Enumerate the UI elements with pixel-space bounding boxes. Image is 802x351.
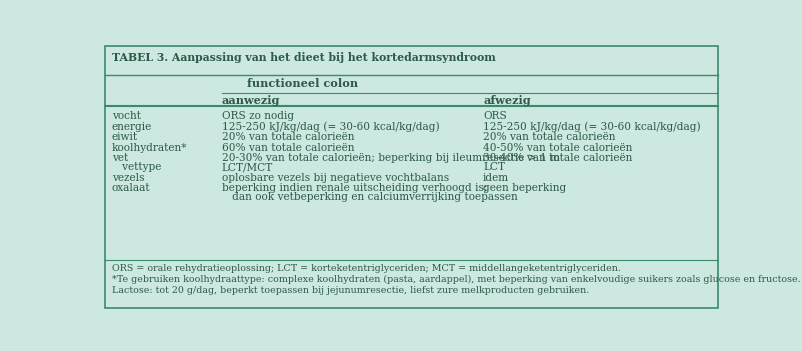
Text: vezels: vezels [111,173,144,183]
Text: Lactose: tot 20 g/dag, beperkt toepassen bij jejunumresectie, liefst zure melkpr: Lactose: tot 20 g/dag, beperkt toepassen… [111,286,588,295]
Text: 60% van totale calorieën: 60% van totale calorieën [221,143,354,153]
Text: energie: energie [111,121,152,132]
Text: vet: vet [111,153,128,163]
Text: ORS zo nodig: ORS zo nodig [221,111,294,121]
Text: *Te gebruiken koolhydraattype: complexe koolhydraten (pasta, aardappel), met bep: *Te gebruiken koolhydraattype: complexe … [111,275,800,284]
Text: oplosbare vezels bij negatieve vochtbalans: oplosbare vezels bij negatieve vochtbala… [221,173,448,183]
Text: ORS: ORS [483,111,506,121]
Text: dan ook vetbeperking en calciumverrijking toepassen: dan ook vetbeperking en calciumverrijkin… [221,192,516,202]
FancyBboxPatch shape [105,46,717,308]
Text: vocht: vocht [111,111,140,121]
Text: LCT/MCT: LCT/MCT [221,162,273,172]
Text: beperking indien renale uitscheiding verhoogd is;: beperking indien renale uitscheiding ver… [221,183,487,193]
Text: ORS = orale rehydratieoplossing; LCT = korteketentriglyceriden; MCT = middellang: ORS = orale rehydratieoplossing; LCT = k… [111,264,620,273]
Text: 20% van totale calorieën: 20% van totale calorieën [483,132,615,142]
Text: 125-250 kJ/kg/dag (= 30-60 kcal/kg/dag): 125-250 kJ/kg/dag (= 30-60 kcal/kg/dag) [483,121,700,132]
Text: aanwezig: aanwezig [221,95,280,106]
Text: oxalaat: oxalaat [111,183,150,193]
Text: TABEL 3. Aanpassing van het dieet bij het kortedarmsyndroom: TABEL 3. Aanpassing van het dieet bij he… [111,52,495,62]
Text: 20% van totale calorieën: 20% van totale calorieën [221,132,354,142]
Text: 125-250 kJ/kg/dag (= 30-60 kcal/kg/dag): 125-250 kJ/kg/dag (= 30-60 kcal/kg/dag) [221,121,439,132]
Text: vettype: vettype [111,162,160,172]
Text: afwezig: afwezig [483,95,530,106]
Text: 30-40% van totale calorieën: 30-40% van totale calorieën [483,153,632,163]
Text: LCT: LCT [483,162,504,172]
Text: eiwit: eiwit [111,132,137,142]
Text: koolhydraten*: koolhydraten* [111,143,187,153]
Text: geen beperking: geen beperking [483,183,565,193]
Text: idem: idem [483,173,508,183]
Text: functioneel colon: functioneel colon [246,78,358,89]
Text: 20-30% van totale calorieën; beperking bij ileumresectie > 1 m: 20-30% van totale calorieën; beperking b… [221,153,559,163]
Text: 40-50% van totale calorieën: 40-50% van totale calorieën [483,143,632,153]
